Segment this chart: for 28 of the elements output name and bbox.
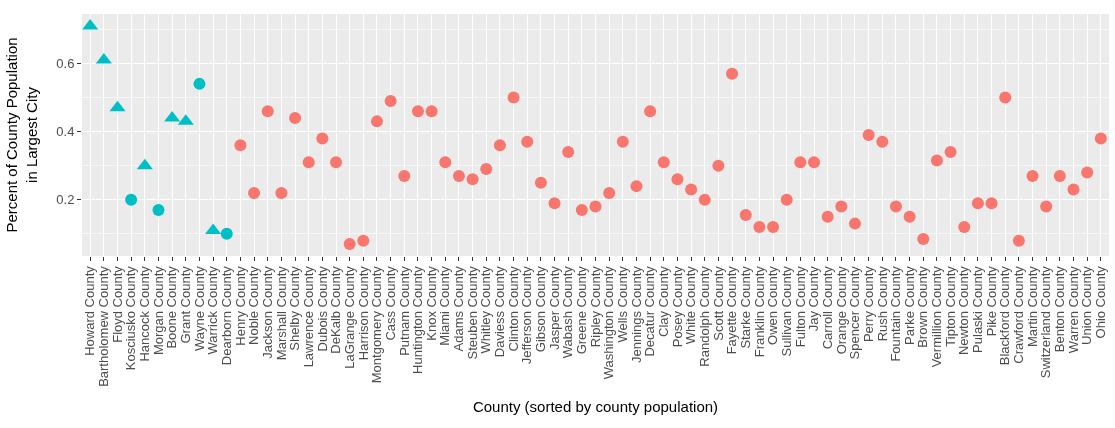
- x-tick-label: Pulaski County: [970, 265, 986, 353]
- x-axis-title: County (sorted by county population): [472, 397, 719, 415]
- x-tick-label: Crawford County: [1011, 265, 1027, 364]
- y-tick-label: 0.2: [56, 192, 75, 208]
- point: [82, 18, 99, 30]
- x-tick-label: Hancock County: [137, 265, 153, 362]
- x-tick-label: Vermillion County: [929, 265, 945, 368]
- point: [136, 158, 153, 170]
- x-tick-label: Howard County: [82, 265, 98, 356]
- x-tick-label: Adams County: [451, 265, 467, 352]
- x-tick-label: Bartholomew County: [96, 265, 112, 387]
- x-tick-label: Greene County: [574, 265, 590, 355]
- point: [152, 203, 165, 216]
- point: [164, 110, 181, 122]
- point: [125, 193, 138, 206]
- x-tick-label: Grant County: [178, 265, 194, 344]
- y-tick-label: 0.4: [56, 124, 75, 140]
- point: [109, 100, 126, 112]
- point: [220, 227, 233, 240]
- y-tick-label: 0.6: [56, 55, 75, 71]
- x-tick-label: Gibson County: [533, 265, 549, 353]
- x-tick-label: Wells County: [615, 265, 631, 343]
- x-tick-label: Ohio County: [1093, 265, 1109, 339]
- x-tick-label: Benton County: [1052, 265, 1068, 353]
- point: [193, 77, 206, 90]
- x-tick-label: Daviess County: [492, 265, 508, 358]
- y-axis-title: Percent of County Population in Largest City: [3, 37, 40, 233]
- x-tick-label: Clay County: [656, 265, 672, 338]
